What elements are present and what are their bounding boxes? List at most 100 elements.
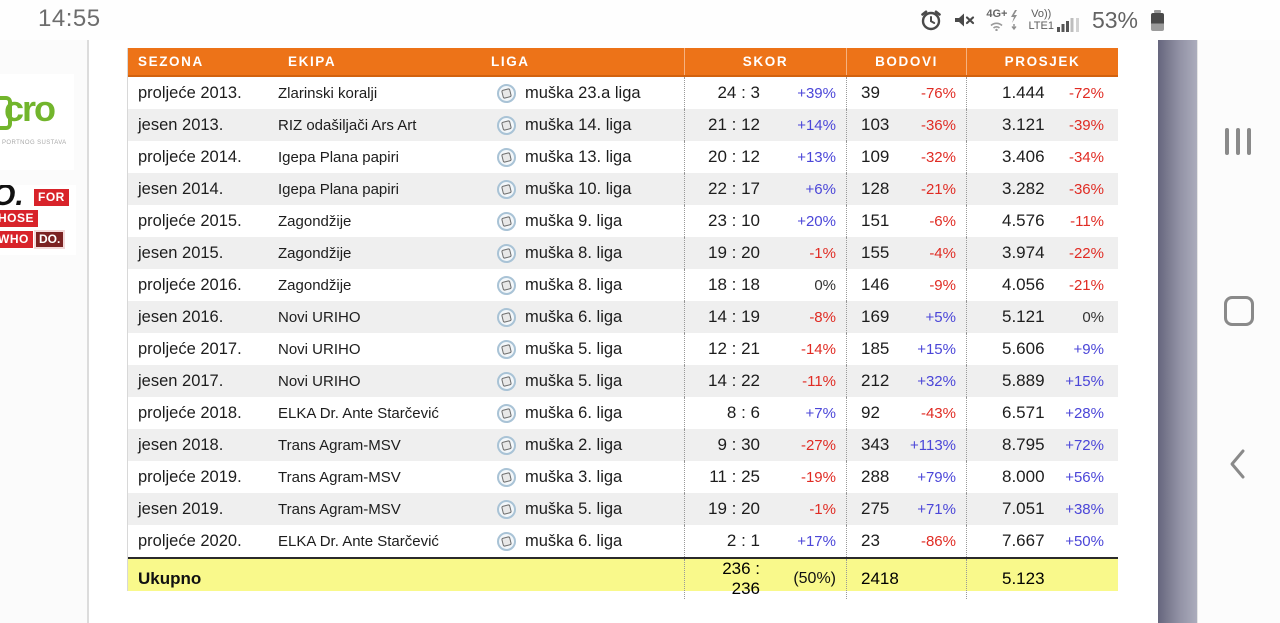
header-prosjek: PROSJEK	[966, 48, 1118, 75]
table-row: proljeće 2017. Novi URIHO muška 5. liga …	[128, 333, 1118, 365]
points-cell: 146 -9%	[846, 269, 966, 301]
average-cell: 3.282 -36%	[966, 173, 1118, 205]
score-pct: -11%	[802, 372, 836, 390]
table-row: proljeće 2013. Zlarinski koralji muška 2…	[128, 77, 1118, 109]
league-link-icon[interactable]	[497, 211, 516, 231]
home-button[interactable]	[1224, 296, 1254, 326]
score-pct: -1%	[809, 244, 836, 262]
points-value: 103	[861, 115, 890, 134]
league-link-icon[interactable]	[497, 339, 516, 359]
score-cell: 11 : 25 -19%	[684, 461, 846, 493]
average-cell: 5.606 +9%	[966, 333, 1118, 365]
score-value: 21 : 12	[708, 115, 760, 134]
score-cell: 8 : 6 +7%	[684, 397, 846, 429]
season-cell: jesen 2019.	[138, 499, 224, 518]
header-ekipa: EKIPA	[288, 54, 337, 69]
team-cell: Zagondžije	[278, 244, 352, 262]
ad-word-do: DO.	[34, 230, 66, 249]
league-link-icon[interactable]	[497, 371, 516, 391]
average-value: 4.056	[1002, 275, 1045, 294]
points-pct: -32%	[920, 148, 956, 166]
lte-label: LTE1	[1028, 19, 1054, 32]
league-cell: muška 6. liga	[481, 397, 684, 429]
average-value: 3.974	[1002, 243, 1045, 262]
average-cell: 6.571 +28%	[966, 397, 1118, 429]
score-value: 22 : 17	[708, 179, 760, 198]
scrollbar[interactable]	[1158, 40, 1197, 623]
header-liga: LIGA	[491, 54, 530, 69]
total-points: 2418	[861, 569, 899, 588]
score-cell: 22 : 17 +6%	[684, 173, 846, 205]
average-cell: 5.889 +15%	[966, 365, 1118, 397]
ad-banner-who-do[interactable]: O. FOR HOSE WHO DO.	[0, 185, 76, 255]
league-link-icon[interactable]	[497, 83, 516, 103]
team-cell: ELKA Dr. Ante Starčević	[278, 404, 439, 422]
back-button[interactable]	[1228, 448, 1248, 480]
league-cell: muška 8. liga	[481, 237, 684, 269]
league-cell: muška 14. liga	[481, 109, 684, 141]
team-cell: Zagondžije	[278, 276, 352, 294]
points-value: 169	[861, 307, 890, 326]
signal-icon	[1056, 17, 1079, 32]
league-link-icon[interactable]	[497, 275, 516, 295]
league-link-icon[interactable]	[497, 531, 516, 551]
league-link-icon[interactable]	[497, 435, 516, 455]
season-cell: proljeće 2020.	[138, 531, 242, 550]
season-cell: proljeće 2015.	[138, 211, 242, 230]
points-cell: 39 -76%	[846, 77, 966, 109]
league-name: muška 8. liga	[525, 275, 623, 294]
average-cell: 7.667 +50%	[966, 525, 1118, 557]
table-row: proljeće 2018. ELKA Dr. Ante Starčević m…	[128, 397, 1118, 429]
league-link-icon[interactable]	[497, 115, 516, 135]
team-cell: Novi URIHO	[278, 340, 361, 358]
average-value: 1.444	[1002, 83, 1045, 102]
clock-time: 14:55	[38, 5, 101, 32]
league-link-icon[interactable]	[497, 179, 516, 199]
total-score-cell: 236 : 236 (50%)	[684, 559, 846, 599]
table-row: proljeće 2020. ELKA Dr. Ante Starčević m…	[128, 525, 1118, 557]
points-value: 109	[861, 147, 890, 166]
ad-banner-cro[interactable]: cro PORTNOG SUSTAVA	[0, 74, 74, 170]
average-pct: 0%	[1082, 308, 1104, 326]
average-cell: 3.974 -22%	[966, 237, 1118, 269]
season-cell: jesen 2015.	[138, 243, 224, 262]
league-link-icon[interactable]	[497, 147, 516, 167]
league-cell: muška 5. liga	[481, 333, 684, 365]
score-value: 23 : 10	[708, 211, 760, 230]
league-link-icon[interactable]	[497, 467, 516, 487]
average-cell: 8.000 +56%	[966, 461, 1118, 493]
season-cell: jesen 2016.	[138, 307, 224, 326]
league-name: muška 8. liga	[525, 243, 623, 262]
average-pct: -72%	[1068, 84, 1104, 102]
points-cell: 288 +79%	[846, 461, 966, 493]
league-link-icon[interactable]	[497, 307, 516, 327]
score-cell: 2 : 1 +17%	[684, 525, 846, 557]
points-cell: 109 -32%	[846, 141, 966, 173]
league-cell: muška 6. liga	[481, 525, 684, 557]
team-cell: Trans Agram-MSV	[278, 468, 401, 486]
score-value: 19 : 20	[708, 243, 760, 262]
table-total-row: Ukupno 236 : 236 (50%) 2418 5.123	[128, 557, 1118, 599]
score-value: 9 : 30	[717, 435, 760, 454]
league-cell: muška 23.a liga	[481, 77, 684, 109]
points-value: 212	[861, 371, 890, 390]
mute-icon	[955, 13, 975, 27]
header-sezona: SEZONA	[138, 54, 204, 69]
points-pct: +113%	[909, 436, 956, 454]
total-points-cell: 2418	[846, 559, 966, 599]
points-value: 23	[861, 531, 880, 550]
league-name: muška 9. liga	[525, 211, 623, 230]
android-nav-bar	[1197, 40, 1280, 623]
league-link-icon[interactable]	[497, 403, 516, 423]
table-row: jesen 2016. Novi URIHO muška 6. liga 14 …	[128, 301, 1118, 333]
season-cell: proljeće 2014.	[138, 147, 242, 166]
ad-word-who: WHO	[0, 231, 33, 248]
league-name: muška 6. liga	[525, 531, 623, 550]
season-stats-table: SEZONA EKIPA LIGA SKOR BODOVI PROSJEK pr…	[127, 48, 1118, 599]
average-value: 4.576	[1002, 211, 1045, 230]
season-cell: proljeće 2017.	[138, 339, 242, 358]
league-link-icon[interactable]	[497, 499, 516, 519]
league-link-icon[interactable]	[497, 243, 516, 263]
score-pct: 0%	[814, 276, 836, 294]
recents-button[interactable]	[1225, 128, 1251, 155]
